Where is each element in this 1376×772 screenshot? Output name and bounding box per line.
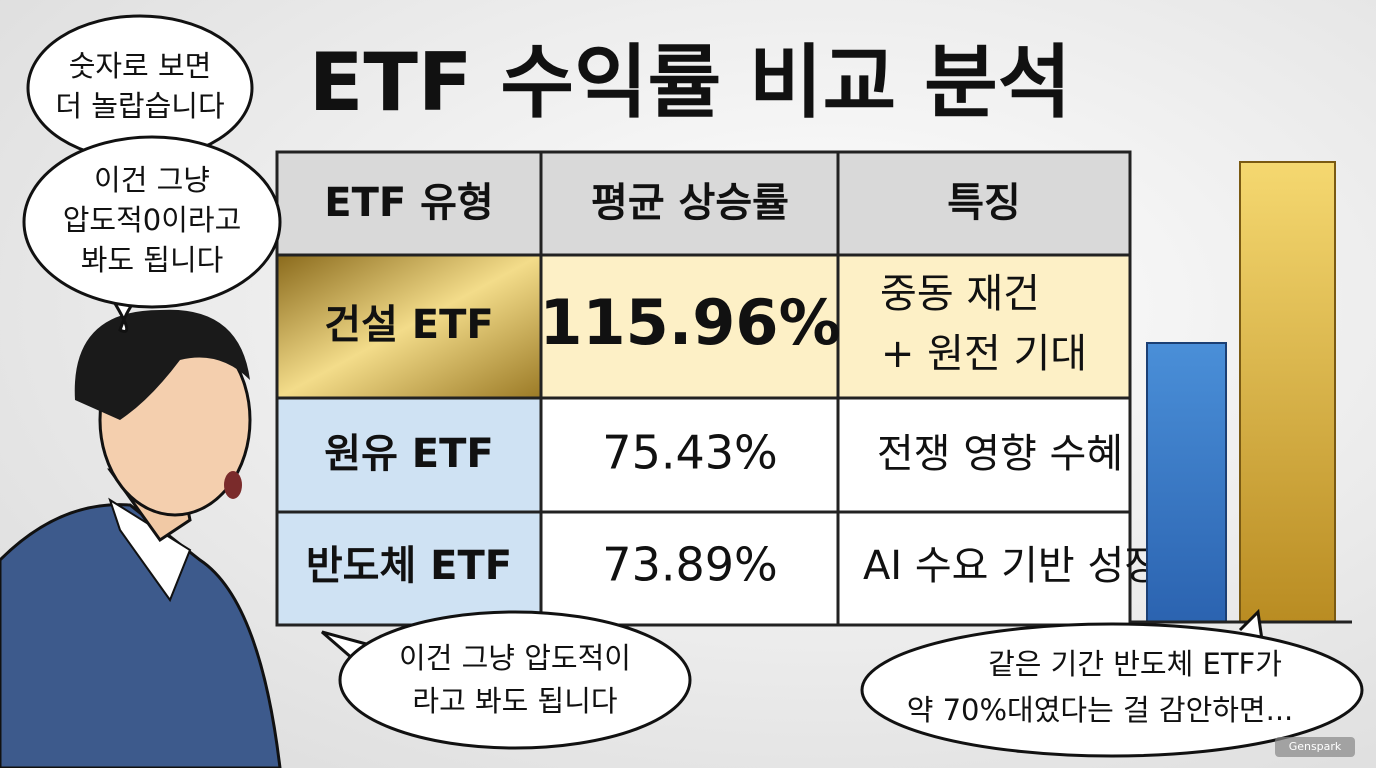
speech-bubble [860,622,1364,758]
etf-type: 원유 ETF [324,431,493,477]
speech-bubble [22,135,282,309]
bubble-text: 약 70%대였다는 걸 감안하면... [907,693,1294,727]
bubble-tail [1238,608,1264,641]
bar-illustration [1239,161,1336,623]
etf-type: 반도체 ETF [306,543,512,589]
bubble-text: 압도적0이라고 [63,203,242,237]
bubble-text: 같은 기간 반도체 ETF가 [988,647,1282,681]
watermark: Genspark [1289,740,1342,753]
feature: 중동 재건 [880,271,1040,317]
table [275,150,1132,627]
bubble-text: 숫자로 보면 [69,49,212,83]
feature: + 원전 기대 [881,331,1087,377]
feature: 전쟁 영향 수혜 [877,431,1123,477]
bubble-text: 라고 봐도 됩니다 [412,684,617,718]
bar-illustration [1146,342,1227,623]
header-cell: ETF 유형 [324,180,493,226]
bubbles [22,14,1364,758]
etf-type: 건설 ETF [324,302,493,348]
header-cell: 특징 [947,180,1021,226]
watermark-box [1275,737,1355,757]
cell [275,253,543,400]
header-row [275,150,1132,257]
bubble-text: 더 놀랍습니다 [55,89,224,123]
feature: AI 수요 기반 성장 [863,543,1161,589]
cell [539,510,1132,627]
bubble-text: 이건 그냥 압도적이 [399,641,631,675]
speech-bubble [338,610,692,750]
header-cell: 평균 상승률 [591,180,789,226]
rate: 115.96% [539,286,840,359]
cell [539,253,1132,400]
character [0,309,282,770]
bubble-text: 봐도 됩니다 [81,243,224,277]
title: ETF 수익률 비교 분석 [309,36,1072,129]
rate: 75.43% [602,426,777,480]
rate: 73.89% [602,538,777,592]
bubble-text: 이건 그냥 [94,163,210,197]
